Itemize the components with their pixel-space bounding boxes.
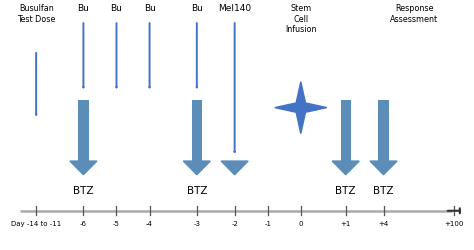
Text: Mel140: Mel140 xyxy=(218,4,251,14)
Bar xyxy=(191,100,202,161)
Text: -2: -2 xyxy=(231,221,238,227)
Text: -6: -6 xyxy=(80,221,87,227)
Text: Stem
Cell
Infusion: Stem Cell Infusion xyxy=(285,4,317,34)
Text: Bu: Bu xyxy=(191,4,203,14)
Text: Response
Assessment: Response Assessment xyxy=(390,4,438,24)
Text: Bu: Bu xyxy=(110,4,122,14)
Polygon shape xyxy=(370,161,397,175)
Polygon shape xyxy=(183,161,210,175)
Text: Bu: Bu xyxy=(77,4,89,14)
Polygon shape xyxy=(221,161,248,175)
Polygon shape xyxy=(275,82,327,134)
Text: BTZ: BTZ xyxy=(187,186,207,196)
Text: -5: -5 xyxy=(113,221,120,227)
Bar xyxy=(78,100,89,161)
Text: BTZ: BTZ xyxy=(336,186,356,196)
Text: Busulfan
Test Dose: Busulfan Test Dose xyxy=(17,4,55,24)
Text: +1: +1 xyxy=(340,221,351,227)
Text: BTZ: BTZ xyxy=(73,186,94,196)
Bar xyxy=(378,100,389,161)
Text: +4: +4 xyxy=(378,221,389,227)
Text: -3: -3 xyxy=(193,221,201,227)
Polygon shape xyxy=(70,161,97,175)
Bar xyxy=(340,100,351,161)
Text: -1: -1 xyxy=(264,221,271,227)
Text: 0: 0 xyxy=(299,221,303,227)
Polygon shape xyxy=(332,161,359,175)
Text: BTZ: BTZ xyxy=(373,186,394,196)
Text: +100: +100 xyxy=(445,221,464,227)
Text: Day -14 to -11: Day -14 to -11 xyxy=(11,221,61,227)
Text: -4: -4 xyxy=(146,221,153,227)
Text: Bu: Bu xyxy=(144,4,155,14)
